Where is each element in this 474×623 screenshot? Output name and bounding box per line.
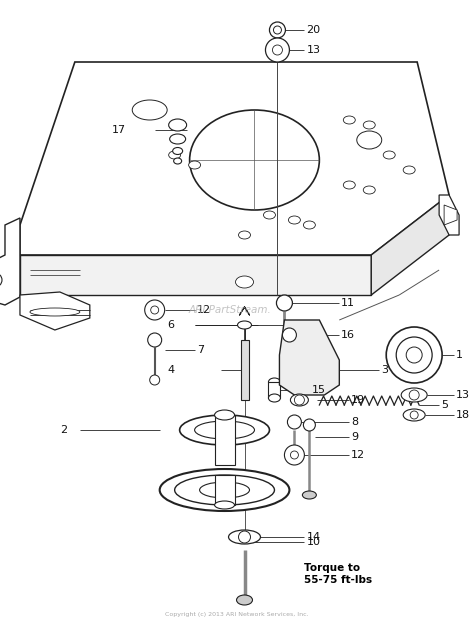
Polygon shape — [215, 475, 235, 505]
Circle shape — [283, 328, 296, 342]
Ellipse shape — [169, 151, 181, 159]
Circle shape — [410, 411, 418, 419]
Text: ARI PartStream.: ARI PartStream. — [188, 305, 271, 315]
Ellipse shape — [383, 151, 395, 159]
Polygon shape — [268, 382, 281, 398]
Ellipse shape — [363, 186, 375, 194]
Text: 19: 19 — [351, 395, 365, 405]
Polygon shape — [20, 255, 371, 295]
Polygon shape — [20, 292, 90, 330]
Ellipse shape — [195, 421, 255, 439]
Polygon shape — [444, 205, 457, 225]
Polygon shape — [215, 415, 235, 465]
Circle shape — [0, 273, 2, 287]
Text: 13: 13 — [306, 45, 320, 55]
Text: 10: 10 — [306, 537, 320, 547]
Ellipse shape — [236, 276, 254, 288]
Ellipse shape — [30, 308, 80, 316]
Ellipse shape — [190, 110, 319, 210]
Ellipse shape — [303, 221, 315, 229]
Ellipse shape — [237, 595, 253, 605]
Text: 16: 16 — [341, 330, 356, 340]
Circle shape — [294, 395, 304, 405]
Text: 18: 18 — [456, 410, 470, 420]
Polygon shape — [240, 340, 248, 400]
Ellipse shape — [237, 321, 252, 329]
Circle shape — [291, 451, 299, 459]
Ellipse shape — [302, 491, 316, 499]
Text: 6: 6 — [168, 320, 174, 330]
Text: Torque to
55-75 ft-lbs: Torque to 55-75 ft-lbs — [304, 563, 373, 584]
Text: Copyright (c) 2013 ARI Network Services, Inc.: Copyright (c) 2013 ARI Network Services,… — [164, 612, 309, 617]
Text: 13: 13 — [456, 390, 470, 400]
Ellipse shape — [215, 501, 235, 509]
Ellipse shape — [169, 119, 187, 131]
Circle shape — [238, 531, 250, 543]
Text: 15: 15 — [311, 385, 325, 395]
Ellipse shape — [173, 148, 182, 155]
Polygon shape — [371, 195, 449, 295]
Text: 20: 20 — [306, 25, 320, 35]
Text: 12: 12 — [351, 450, 365, 460]
Ellipse shape — [291, 394, 309, 406]
Text: 17: 17 — [112, 125, 126, 135]
Text: 12: 12 — [197, 305, 211, 315]
Ellipse shape — [403, 409, 425, 421]
Ellipse shape — [343, 181, 356, 189]
Text: 3: 3 — [381, 365, 388, 375]
Circle shape — [148, 333, 162, 347]
Circle shape — [386, 327, 442, 383]
Text: 7: 7 — [197, 345, 204, 355]
Circle shape — [265, 38, 290, 62]
Ellipse shape — [288, 216, 301, 224]
Ellipse shape — [160, 469, 290, 511]
Circle shape — [273, 45, 283, 55]
Text: 14: 14 — [306, 532, 320, 542]
Ellipse shape — [170, 134, 186, 144]
Ellipse shape — [174, 475, 274, 505]
Ellipse shape — [180, 415, 269, 445]
Circle shape — [145, 300, 164, 320]
Ellipse shape — [238, 231, 250, 239]
Circle shape — [396, 337, 432, 373]
Polygon shape — [0, 218, 20, 305]
Ellipse shape — [264, 211, 275, 219]
Ellipse shape — [200, 482, 249, 498]
Text: 1: 1 — [456, 350, 463, 360]
Ellipse shape — [228, 530, 261, 544]
Circle shape — [269, 22, 285, 38]
Polygon shape — [280, 320, 339, 395]
Ellipse shape — [363, 121, 375, 129]
Ellipse shape — [403, 166, 415, 174]
Ellipse shape — [268, 378, 281, 386]
Circle shape — [303, 419, 315, 431]
Ellipse shape — [268, 394, 281, 402]
Circle shape — [273, 26, 282, 34]
Ellipse shape — [357, 131, 382, 149]
Text: 2: 2 — [60, 425, 67, 435]
Circle shape — [284, 445, 304, 465]
Ellipse shape — [343, 116, 356, 124]
Ellipse shape — [173, 158, 182, 164]
Circle shape — [151, 306, 159, 314]
Ellipse shape — [401, 388, 427, 402]
Circle shape — [150, 375, 160, 385]
Circle shape — [406, 347, 422, 363]
Text: 8: 8 — [351, 417, 358, 427]
Polygon shape — [439, 195, 459, 235]
Polygon shape — [20, 62, 449, 255]
Ellipse shape — [215, 410, 235, 420]
Text: 11: 11 — [341, 298, 356, 308]
Text: 9: 9 — [351, 432, 358, 442]
Circle shape — [276, 295, 292, 311]
Circle shape — [409, 390, 419, 400]
Ellipse shape — [132, 100, 167, 120]
Text: 4: 4 — [168, 365, 175, 375]
Ellipse shape — [189, 161, 201, 169]
Text: 5: 5 — [441, 400, 448, 410]
Circle shape — [287, 415, 301, 429]
